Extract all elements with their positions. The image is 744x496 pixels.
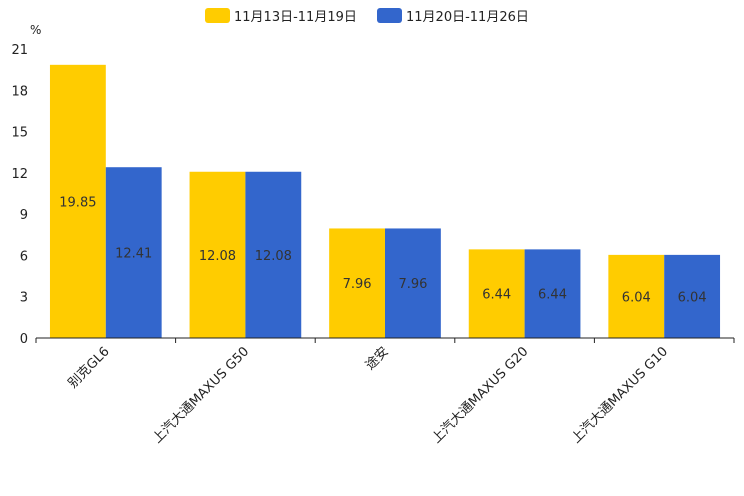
y-tick-label: 6 bbox=[20, 249, 28, 264]
y-axis: 0 3 6 9 12 15 18 21 bbox=[11, 43, 28, 347]
bar bbox=[608, 254, 665, 338]
x-tick-label: 别克GL6 bbox=[66, 344, 113, 391]
legend-label[interactable]: 11月13日-11月19日 bbox=[234, 10, 357, 25]
bar bbox=[468, 249, 525, 338]
y-tick-label: 21 bbox=[11, 43, 28, 58]
bar-value-label: 7.96 bbox=[398, 277, 427, 292]
bar-value-label: 6.04 bbox=[678, 290, 707, 305]
y-tick-label: 0 bbox=[20, 332, 28, 347]
y-tick-label: 12 bbox=[11, 167, 28, 182]
bars: 19.85 12.08 7.96 6.44 6.04 12.41 12.08 7.96 6.44… bbox=[49, 64, 721, 339]
legend-label[interactable]: 11月20日-11月26日 bbox=[406, 10, 529, 25]
y-tick-label: 3 bbox=[20, 291, 28, 306]
bar bbox=[524, 249, 581, 338]
bar bbox=[385, 228, 441, 338]
x-tick-label: 上汽大通MAXUS G50 bbox=[150, 344, 252, 446]
bar-value-label: 12.08 bbox=[255, 249, 292, 264]
bar bbox=[245, 171, 302, 338]
bar-value-label: 7.96 bbox=[343, 277, 372, 292]
bar-value-label: 12.41 bbox=[115, 247, 152, 262]
bar bbox=[329, 228, 385, 338]
bar-value-label: 6.44 bbox=[538, 288, 567, 303]
y-tick-label: 18 bbox=[11, 84, 28, 99]
y-tick-label: 9 bbox=[20, 208, 28, 223]
x-tick-label: 上汽大通MAXUS G10 bbox=[569, 344, 671, 446]
x-tick-label: 途安 bbox=[362, 344, 392, 374]
bar bbox=[105, 167, 162, 338]
bar-value-label: 12.08 bbox=[199, 249, 236, 264]
y-axis-unit: % bbox=[30, 23, 41, 37]
bar bbox=[49, 64, 106, 339]
legend: 11月13日-11月19日 11月20日-11月26日 bbox=[205, 8, 529, 25]
bar-value-label: 6.44 bbox=[482, 288, 511, 303]
x-axis: 别克GL6 上汽大通MAXUS G50 途安 上汽大通MAXUS G20 上汽大通MAX… bbox=[35, 337, 735, 446]
legend-swatch bbox=[377, 8, 402, 23]
bar-value-label: 19.85 bbox=[59, 195, 96, 210]
bar bbox=[189, 171, 246, 338]
bar bbox=[664, 254, 721, 338]
legend-swatch bbox=[205, 8, 230, 23]
bar-value-label: 6.04 bbox=[622, 290, 651, 305]
x-tick-label: 上汽大通MAXUS G20 bbox=[429, 344, 531, 446]
y-tick-label: 15 bbox=[11, 126, 28, 141]
